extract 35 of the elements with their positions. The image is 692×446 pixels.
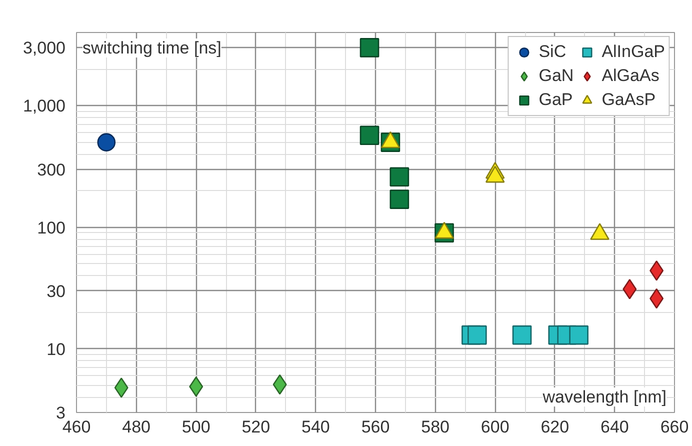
point xyxy=(650,260,664,281)
point xyxy=(390,190,410,209)
y-axis-title: switching time [ns] xyxy=(82,38,222,58)
legend-label: GaP xyxy=(538,90,573,110)
point xyxy=(360,38,380,58)
point xyxy=(512,325,532,345)
point xyxy=(114,378,128,398)
legend-label: GaN xyxy=(538,66,574,86)
point xyxy=(569,325,588,345)
y-tick-label: 300 xyxy=(37,160,66,180)
point xyxy=(97,133,116,152)
legend-label: AlInGaP xyxy=(602,42,665,62)
point xyxy=(468,325,487,345)
x-tick-label: 640 xyxy=(600,418,629,436)
x-tick-label: 480 xyxy=(122,418,150,436)
point xyxy=(622,279,637,300)
y-tick-label: 1,000 xyxy=(22,96,66,116)
y-tick-label: 10 xyxy=(46,340,66,359)
x-axis-title: wavelength [nm] xyxy=(542,388,667,406)
point xyxy=(390,167,410,187)
x-tick-label: 580 xyxy=(421,418,450,436)
legend-label: AlGaAs xyxy=(602,66,660,86)
legend-label: GaAsP xyxy=(602,90,656,110)
x-tick-label: 620 xyxy=(540,418,570,436)
x-tick-label: 560 xyxy=(361,418,390,436)
x-tick-label: 540 xyxy=(302,418,330,436)
y-tick-label: 3,000 xyxy=(22,38,66,58)
y-tick-label: 30 xyxy=(46,282,66,301)
x-tick-label: 600 xyxy=(480,418,510,436)
x-tick-label: 660 xyxy=(660,418,689,436)
legend-label: SiC xyxy=(538,42,566,62)
x-tick-label: 520 xyxy=(242,418,270,436)
x-tick-label: 500 xyxy=(182,418,210,436)
y-tick-label: 100 xyxy=(37,218,66,238)
point xyxy=(360,126,380,146)
